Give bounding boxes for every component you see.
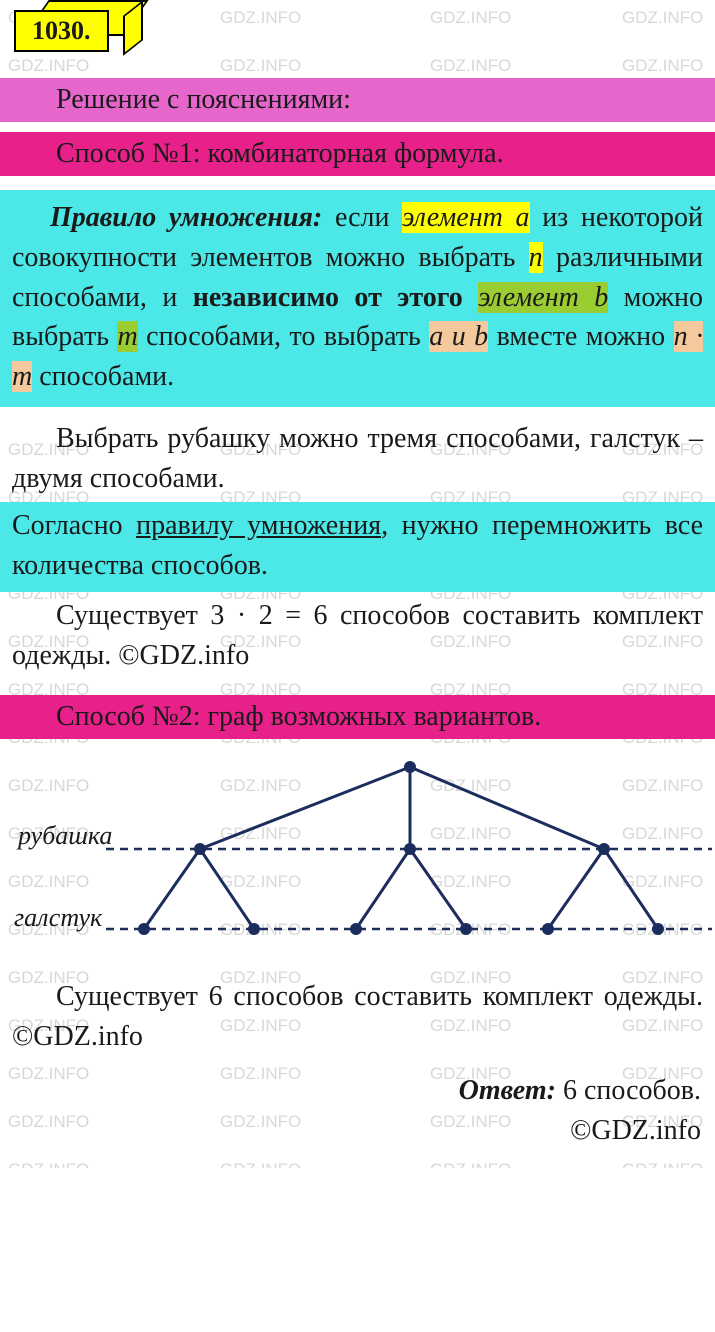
highlight-n: n bbox=[529, 242, 543, 273]
multiplication-rule-box: Правило умножения: если элемент a из нек… bbox=[0, 190, 715, 407]
answer-value: 6 способов. bbox=[556, 1075, 701, 1106]
highlight-element-b: элемент b bbox=[478, 282, 608, 313]
tree-svg bbox=[0, 753, 715, 963]
method-1-header: Способ №1: комбинаторная формула. bbox=[0, 132, 715, 176]
paragraph-conclusion: Существует 6 способов составить комплект… bbox=[0, 977, 715, 1057]
paragraph-calculation: Существует 3 · 2 = 6 способов составить … bbox=[0, 596, 715, 676]
rule-bold-mid: независимо от этого bbox=[193, 282, 463, 313]
cyan-rule-reference: Согласно правилу умножения, нужно перемн… bbox=[0, 502, 715, 592]
highlight-m: m bbox=[117, 321, 137, 352]
rule-title: Правило умножения: bbox=[50, 202, 322, 233]
section-header-solution: Решение с пояснениями: bbox=[0, 78, 715, 122]
answer-copyright: ©GDZ.info bbox=[570, 1115, 701, 1146]
answer-label: Ответ: bbox=[459, 1075, 556, 1106]
highlight-element-a: элемент a bbox=[402, 202, 529, 233]
rule-reference-underline: правилу умножения bbox=[136, 510, 381, 541]
problem-number-badge: 1030. bbox=[14, 10, 109, 52]
answer-block: Ответ: 6 способов. ©GDZ.info bbox=[0, 1061, 715, 1168]
tree-diagram: рубашка галстук bbox=[0, 753, 715, 973]
method-2-header: Способ №2: граф возможных вариантов. bbox=[0, 695, 715, 739]
problem-number: 1030. bbox=[14, 10, 109, 52]
highlight-a-and-b: a и b bbox=[429, 321, 488, 352]
paragraph-shirts-ties: Выбрать рубашку можно тремя способами, г… bbox=[0, 419, 715, 499]
